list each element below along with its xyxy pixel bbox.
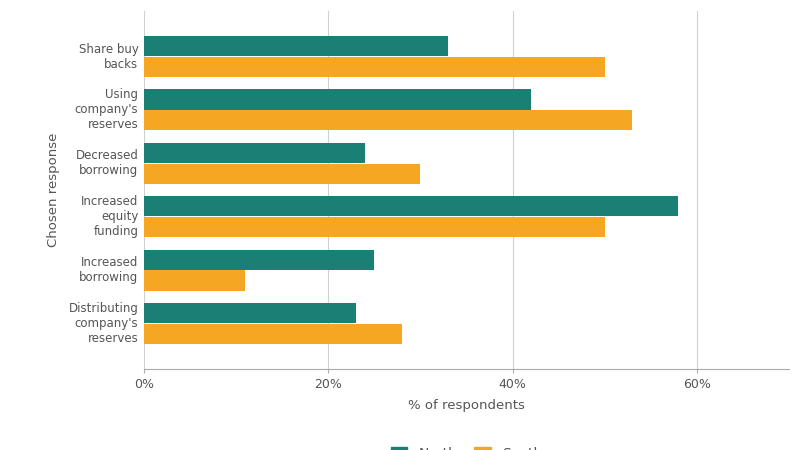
Bar <box>144 110 632 130</box>
Bar <box>144 217 605 237</box>
Bar <box>144 303 356 324</box>
Y-axis label: Chosen response: Chosen response <box>47 133 60 247</box>
Bar <box>144 36 448 56</box>
Legend: North, South: North, South <box>384 441 549 450</box>
X-axis label: % of respondents: % of respondents <box>408 399 525 412</box>
Bar <box>144 90 531 110</box>
Bar <box>144 143 365 163</box>
Bar <box>144 324 402 344</box>
Bar <box>144 164 420 184</box>
Bar <box>144 196 678 216</box>
Bar <box>144 270 246 291</box>
Bar <box>144 250 374 270</box>
Bar <box>144 57 605 77</box>
